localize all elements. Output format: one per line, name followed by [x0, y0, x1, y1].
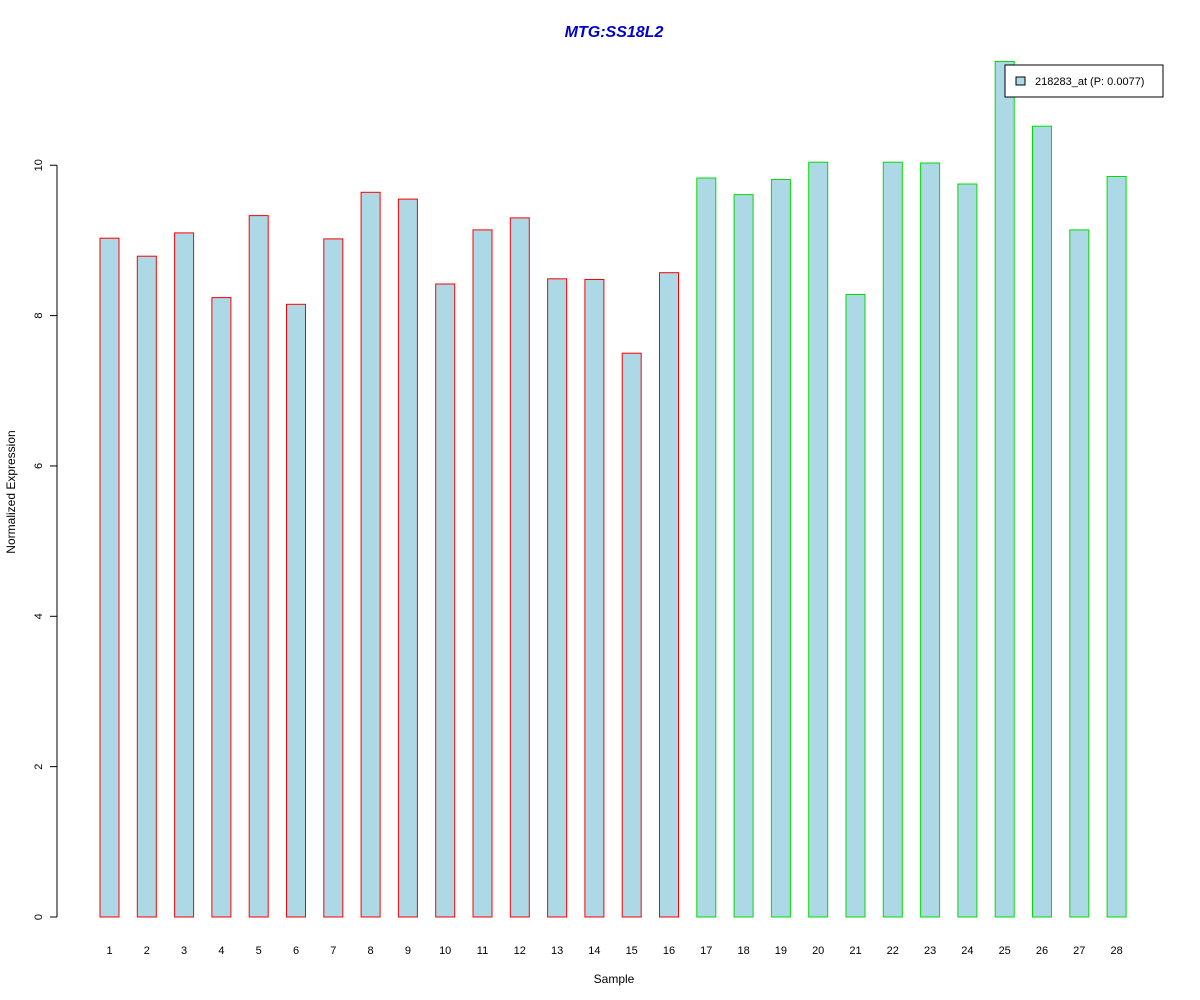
x-tick-label: 27	[1073, 945, 1085, 957]
bar-sample-24	[957, 183, 978, 918]
bar-sample-17	[696, 177, 717, 918]
bar-sample-7	[323, 238, 344, 918]
bar-sample-2	[136, 255, 157, 918]
bars	[99, 61, 1127, 918]
x-tick-label: 6	[293, 945, 299, 957]
legend-label: 218283_at (P: 0.0077)	[1035, 76, 1144, 88]
y-tick-label: 10	[33, 159, 45, 171]
legend: 218283_at (P: 0.0077)	[1004, 64, 1164, 98]
x-tick-label: 7	[330, 945, 336, 957]
x-tick-label: 8	[368, 945, 374, 957]
bar-sample-14	[584, 279, 605, 918]
bar-sample-6	[286, 303, 306, 918]
bar-sample-3	[174, 232, 195, 918]
bar-sample-25	[994, 61, 1015, 918]
bar-sample-21	[845, 294, 866, 918]
bar-sample-11	[472, 229, 493, 918]
x-axis-tick-labels: 1 2 3 4 5 6 7 8 9 10 11 12 13 14 15 16 17 18 19 20 21 22 23 24 2…	[106, 945, 1122, 957]
x-tick-label: 1	[106, 945, 112, 957]
y-tick-label: 0	[33, 914, 45, 920]
bar-sample-26	[1032, 125, 1052, 918]
x-tick-label: 18	[737, 945, 749, 957]
x-tick-label: 13	[551, 945, 563, 957]
bar-sample-28	[1106, 176, 1127, 918]
x-tick-label: 5	[256, 945, 262, 957]
x-tick-label: 11	[477, 945, 488, 957]
x-tick-label: 15	[626, 945, 638, 957]
x-tick-label: 22	[887, 945, 899, 957]
x-tick-label: 21	[849, 945, 861, 957]
y-axis-label: Normalized Expression	[4, 430, 18, 553]
bar-sample-18	[733, 194, 754, 918]
bar-sample-22	[882, 161, 903, 918]
y-tick-label: 2	[33, 764, 45, 770]
x-tick-label: 10	[439, 945, 451, 957]
chart-title: MTG:SS18L2	[565, 24, 664, 41]
bar-sample-9	[397, 198, 418, 918]
bar-sample-4	[211, 297, 232, 918]
bar-sample-8	[360, 191, 381, 918]
x-tick-label: 12	[514, 945, 526, 957]
bar-sample-1	[99, 237, 120, 918]
bar-sample-16	[659, 272, 679, 918]
bar-sample-23	[920, 162, 941, 918]
bar-sample-10	[435, 283, 456, 918]
y-axis: 0 2 4 6 8 10	[33, 159, 58, 920]
x-tick-label: 28	[1110, 945, 1122, 957]
bar-sample-15	[621, 352, 642, 918]
legend-box	[1004, 64, 1164, 98]
x-tick-label: 9	[405, 945, 411, 957]
y-tick-label: 8	[33, 313, 45, 319]
bar-sample-13	[547, 278, 568, 918]
bar-sample-19	[770, 179, 791, 918]
bar-sample-27	[1069, 229, 1090, 918]
x-tick-label: 17	[700, 945, 712, 957]
x-axis-label: Sample	[594, 972, 635, 986]
x-tick-label: 16	[663, 945, 675, 957]
y-tick-label: 6	[33, 463, 45, 469]
x-tick-label: 26	[1036, 945, 1048, 957]
x-tick-label: 25	[999, 945, 1011, 957]
bar-sample-5	[248, 215, 269, 918]
x-tick-label: 23	[924, 945, 936, 957]
bar-sample-20	[808, 161, 829, 918]
x-tick-label: 2	[144, 945, 150, 957]
x-tick-label: 3	[181, 945, 187, 957]
x-tick-label: 20	[812, 945, 824, 957]
x-tick-label: 14	[588, 945, 600, 957]
y-tick-label: 4	[33, 613, 45, 619]
legend-swatch	[1015, 76, 1026, 86]
x-tick-label: 24	[961, 945, 973, 957]
x-tick-label: 19	[775, 945, 787, 957]
bar-sample-12	[509, 217, 530, 918]
x-tick-label: 4	[218, 945, 224, 957]
